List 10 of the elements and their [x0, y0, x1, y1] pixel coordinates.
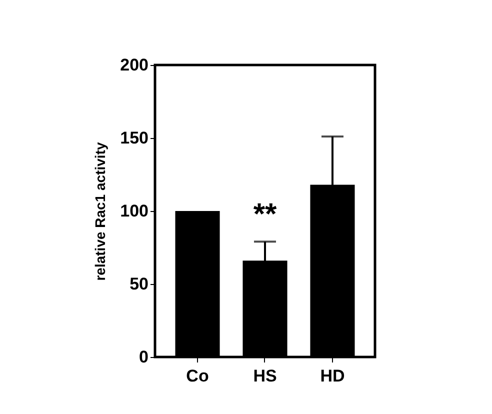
annotation: **: [253, 198, 277, 231]
y-axis-title: relative Rac1 activity: [92, 142, 108, 281]
y-tick-label: 0: [139, 348, 148, 366]
x-tick-label: HD: [320, 366, 345, 386]
y-tick-label: 200: [120, 56, 148, 74]
y-tick-label: 100: [120, 202, 148, 220]
y-tick-label: 50: [130, 274, 148, 294]
y-tick-label: 150: [120, 128, 148, 148]
x-tick-label: Co: [186, 366, 209, 386]
x-tick-label: HS: [253, 366, 277, 386]
